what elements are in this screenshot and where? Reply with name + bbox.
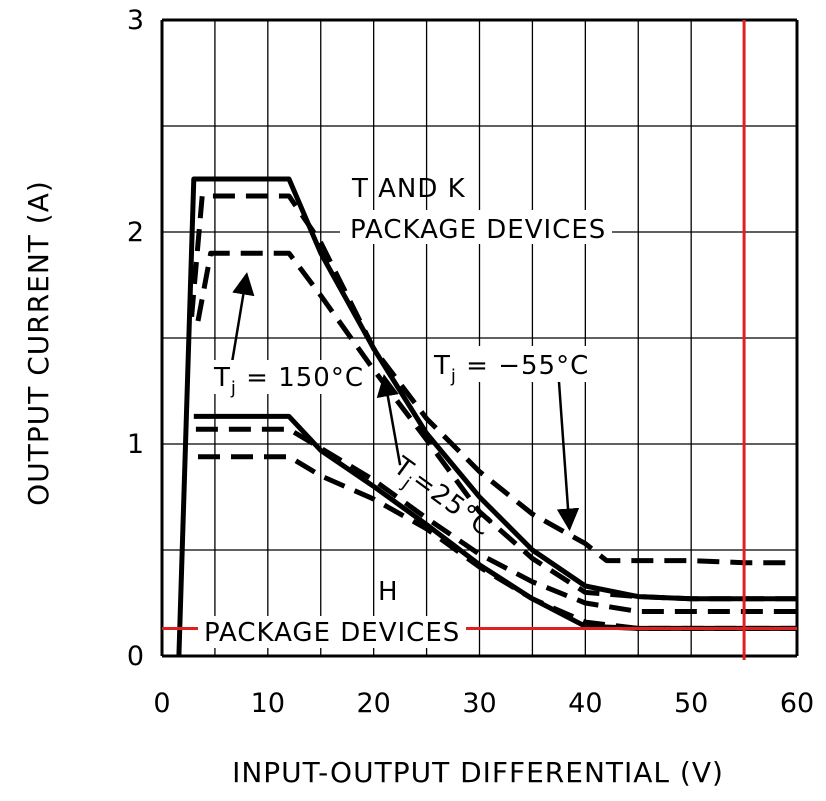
y-tick-label: 0	[127, 641, 144, 672]
x-tick-label: 40	[568, 688, 602, 719]
y-tick-label: 3	[127, 5, 144, 36]
t150-label: Tj = 150°C	[213, 363, 364, 399]
annotation-arrow-3	[556, 380, 580, 532]
t55-label: Tj = −55°C	[433, 351, 589, 387]
tk-label-line1: T AND K	[351, 174, 466, 204]
series-line-3	[195, 250, 797, 602]
x-axis-title: INPUT-OUTPUT DIFFERENTIAL (V)	[232, 756, 724, 789]
series-line-6	[198, 454, 797, 631]
h-label-bg	[198, 616, 466, 648]
t150-label-bg	[208, 360, 358, 394]
annotation-arrow-1	[229, 272, 255, 371]
series-group	[176, 176, 797, 657]
x-tick-label: 20	[356, 688, 390, 719]
y-tick-label: 1	[127, 429, 144, 460]
h-label-line2: PACKAGE DEVICES	[204, 618, 460, 648]
annotation-arrows	[229, 272, 580, 532]
x-tick-label: 10	[251, 688, 285, 719]
y-tick-label: 2	[127, 217, 144, 248]
series-line-2	[189, 193, 797, 566]
tick-labels: 0 10 20 30 40 50 60 0 1 2 3	[127, 5, 814, 719]
x-tick-label: 0	[153, 688, 170, 719]
t55-label-bg	[428, 346, 596, 382]
x-tick-label: 60	[780, 688, 814, 719]
series-line-5	[195, 426, 797, 614]
x-tick-label: 30	[462, 688, 496, 719]
h-label-line1: H	[378, 577, 399, 607]
tk-label-line2: PACKAGE DEVICES	[350, 215, 606, 245]
annotation-arrow-2	[376, 373, 402, 466]
tk-label-bg	[340, 210, 612, 244]
y-axis-title: OUTPUT CURRENT (A)	[22, 180, 55, 506]
x-tick-label: 50	[674, 688, 708, 719]
